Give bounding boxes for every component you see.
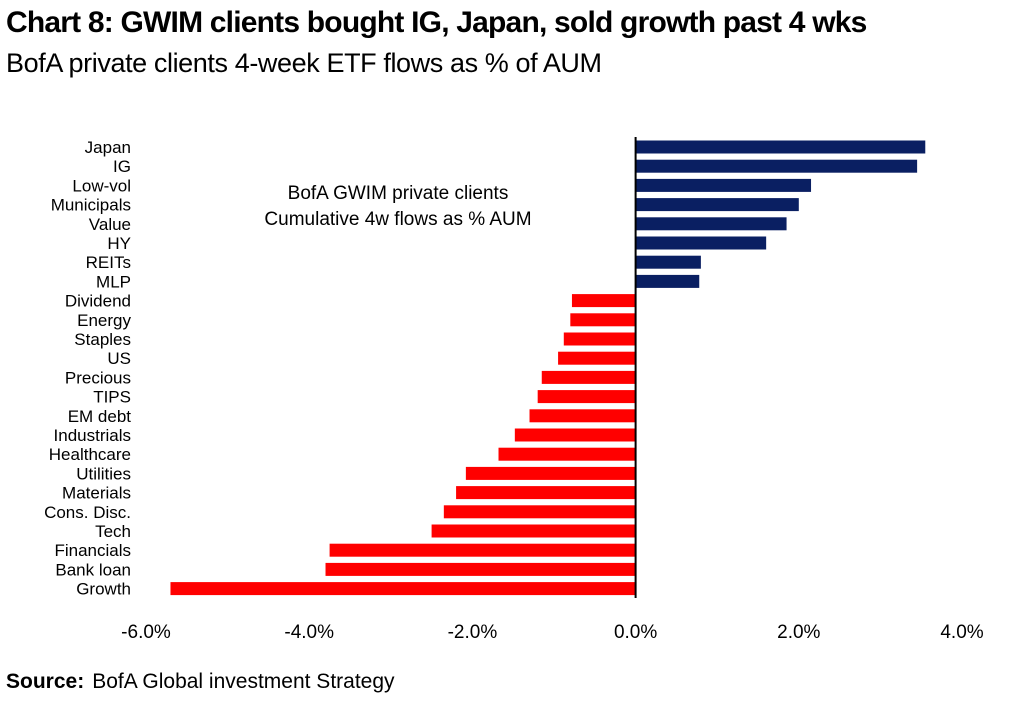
x-tick-label: -4.0% <box>284 622 334 643</box>
bar-reits <box>635 255 701 269</box>
category-label: Japan <box>85 138 131 157</box>
x-tick-label: 4.0% <box>940 622 983 643</box>
bar-ig <box>635 159 918 173</box>
bar-bank-loan <box>325 562 636 576</box>
bar-staples <box>563 332 636 346</box>
bar-utilities <box>465 466 636 480</box>
category-label: US <box>107 349 131 368</box>
bar-materials <box>456 486 636 500</box>
bar-growth <box>170 582 636 596</box>
category-label: Low-vol <box>72 176 131 195</box>
source-line: Source: BofA Global investment Strategy <box>6 670 395 694</box>
bar-energy <box>570 313 636 327</box>
source-label: Source: <box>6 670 85 693</box>
bar-hy <box>635 236 767 250</box>
category-label: TIPS <box>93 388 131 407</box>
category-label: Precious <box>65 368 131 387</box>
bar-japan <box>635 140 926 154</box>
category-label: Energy <box>77 311 131 330</box>
category-label: Dividend <box>65 292 131 311</box>
x-tick-label: -6.0% <box>121 622 171 643</box>
bar-low-vol <box>635 178 812 192</box>
bar-us <box>558 351 636 365</box>
chart-subtitle: BofA private clients 4-week ETF flows as… <box>6 48 602 78</box>
category-label: Utilities <box>76 464 131 483</box>
x-axis-ticks: -6.0% -4.0% -2.0% 0.0% 2.0% 4.0% <box>121 622 984 643</box>
bar-em-debt <box>529 409 636 423</box>
category-label: Municipals <box>51 196 131 215</box>
category-labels: JapanIGLow-volMunicipalsValueHYREITsMLPD… <box>44 138 131 599</box>
category-label: Value <box>89 215 131 234</box>
bar-tech <box>431 524 636 538</box>
category-label: Materials <box>62 484 131 503</box>
x-tick-label: -2.0% <box>448 622 498 643</box>
category-label: Tech <box>95 522 131 541</box>
bar-industrials <box>514 428 636 442</box>
category-label: EM debt <box>68 407 132 426</box>
bar-healthcare <box>498 447 636 461</box>
category-label: Financials <box>54 541 131 560</box>
category-label: Cons. Disc. <box>44 503 131 522</box>
source-text: BofA Global investment Strategy <box>92 670 395 693</box>
category-label: Bank loan <box>55 560 131 579</box>
bar-value <box>635 217 787 231</box>
category-label: Industrials <box>54 426 131 445</box>
category-label: HY <box>107 234 131 253</box>
category-label: Growth <box>76 580 131 599</box>
category-label: MLP <box>96 272 131 291</box>
annotation-line-1: BofA GWIM private clients <box>288 183 509 204</box>
category-label: IG <box>113 157 131 176</box>
category-label: Healthcare <box>49 445 131 464</box>
bar-dividend <box>571 294 636 308</box>
bars-layer <box>170 140 926 596</box>
bar-precious <box>541 370 636 384</box>
chart-title: Chart 8: GWIM clients bought IG, Japan, … <box>6 6 867 39</box>
bar-cons-disc <box>443 505 636 519</box>
x-tick-label: 0.0% <box>614 622 657 643</box>
bar-municipals <box>635 198 799 212</box>
category-label: Staples <box>74 330 131 349</box>
bar-financials <box>329 543 636 557</box>
bar-tips <box>537 390 636 404</box>
category-label: REITs <box>86 253 131 272</box>
bar-mlp <box>635 274 700 288</box>
x-tick-label: 2.0% <box>777 622 820 643</box>
annotation-line-2: Cumulative 4w flows as % AUM <box>264 209 531 230</box>
